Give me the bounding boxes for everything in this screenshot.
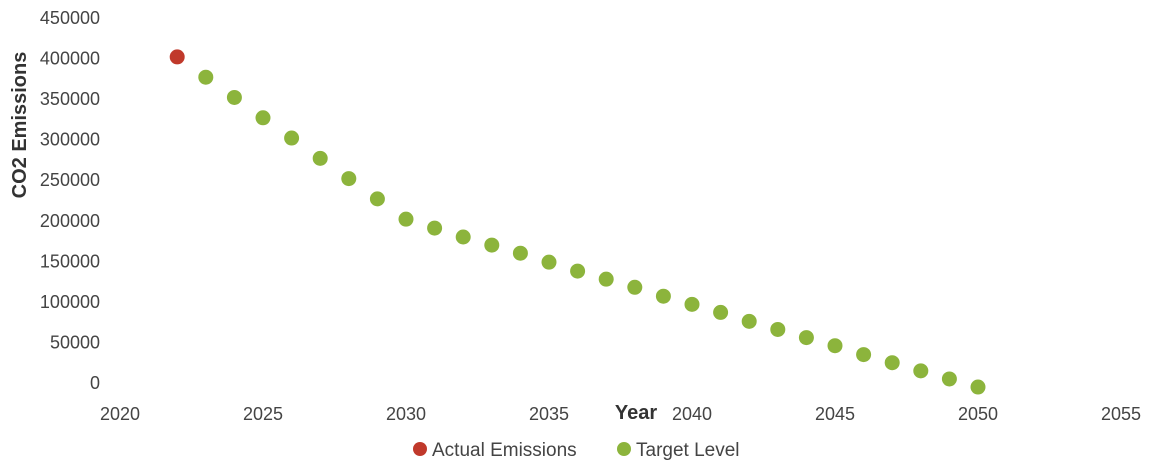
target-level-point	[684, 296, 700, 312]
y-tick-label: 250000	[40, 170, 100, 190]
legend-marker-target	[617, 442, 631, 456]
actual-emissions-point	[169, 49, 185, 65]
target-level-point	[312, 150, 328, 166]
target-level-point	[970, 379, 986, 395]
y-tick-label: 350000	[40, 89, 100, 109]
target-level-point	[198, 69, 214, 85]
target-level-point	[512, 245, 528, 261]
target-level-point	[427, 220, 443, 236]
x-axis-title: Year	[615, 402, 657, 424]
target-level-point	[341, 171, 357, 187]
legend-label-target: Target Level	[636, 440, 740, 461]
x-tick-label: 2045	[815, 404, 855, 424]
legend-marker-actual	[413, 442, 427, 456]
target-level-point	[741, 313, 757, 329]
legend-label-actual: Actual Emissions	[432, 440, 577, 461]
target-level-point	[913, 363, 929, 379]
x-tick-label: 2030	[386, 404, 426, 424]
target-level-point	[941, 371, 957, 387]
y-tick-label: 100000	[40, 292, 100, 312]
target-level-point	[226, 89, 242, 105]
x-tick-label: 2025	[243, 404, 283, 424]
y-axis-ticks: 0 50000 100000 150000 200000 250000 300000 3500…	[40, 8, 100, 393]
target-level-point	[484, 237, 500, 253]
x-tick-label: 2035	[529, 404, 569, 424]
target-level-point	[827, 338, 843, 354]
y-tick-label: 200000	[40, 211, 100, 231]
target-level-point	[627, 279, 643, 295]
target-level-point	[369, 191, 385, 207]
y-tick-label: 400000	[40, 49, 100, 69]
x-axis-ticks: 2020 2025 2030 2035 2040 2045 2050 2055	[100, 404, 1141, 424]
target-level-point	[541, 254, 557, 270]
target-level-point	[284, 130, 300, 146]
target-level-point	[713, 304, 729, 320]
y-tick-label: 450000	[40, 8, 100, 28]
y-tick-label: 300000	[40, 130, 100, 150]
target-level-point	[856, 347, 872, 363]
target-level-point	[770, 321, 786, 337]
y-axis-title: CO2 Emissions	[9, 52, 31, 199]
target-level-point	[655, 288, 671, 304]
y-tick-label: 0	[90, 373, 100, 393]
y-tick-label: 50000	[50, 332, 100, 352]
target-level-point	[398, 211, 414, 227]
target-level-point	[570, 263, 586, 279]
legend: Actual Emissions Target Level	[413, 440, 740, 461]
target-level-point	[255, 110, 271, 126]
target-level-point	[798, 330, 814, 346]
x-tick-label: 2040	[672, 404, 712, 424]
x-tick-label: 2055	[1101, 404, 1141, 424]
target-level-point	[598, 271, 614, 287]
target-level-point	[455, 229, 471, 245]
y-tick-label: 150000	[40, 251, 100, 271]
plot-area	[169, 49, 986, 395]
x-tick-label: 2050	[958, 404, 998, 424]
target-level-point	[884, 355, 900, 371]
x-tick-label: 2020	[100, 404, 140, 424]
